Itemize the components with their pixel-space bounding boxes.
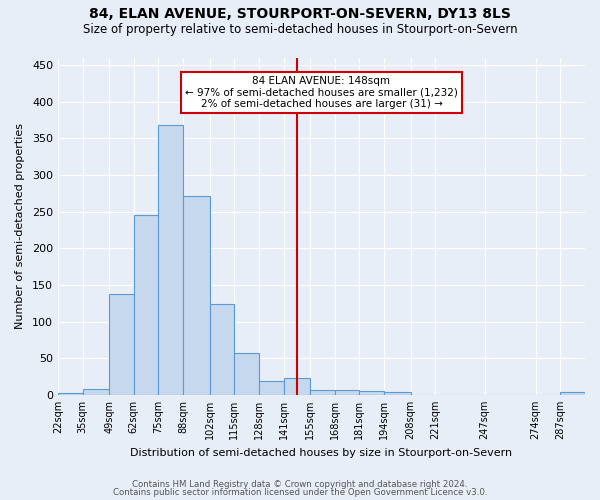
- Bar: [134, 215, 158, 395]
- Y-axis label: Number of semi-detached properties: Number of semi-detached properties: [15, 123, 25, 329]
- X-axis label: Distribution of semi-detached houses by size in Stourport-on-Severn: Distribution of semi-detached houses by …: [130, 448, 512, 458]
- Bar: [284, 378, 310, 395]
- Bar: [83, 389, 109, 395]
- Text: 84 ELAN AVENUE: 148sqm
← 97% of semi-detached houses are smaller (1,232)
2% of s: 84 ELAN AVENUE: 148sqm ← 97% of semi-det…: [185, 76, 458, 110]
- Bar: [359, 390, 384, 395]
- Bar: [384, 392, 410, 395]
- Bar: [234, 353, 259, 395]
- Bar: [560, 392, 585, 395]
- Bar: [158, 125, 183, 395]
- Bar: [335, 390, 359, 395]
- Text: Contains public sector information licensed under the Open Government Licence v3: Contains public sector information licen…: [113, 488, 487, 497]
- Text: Size of property relative to semi-detached houses in Stourport-on-Severn: Size of property relative to semi-detach…: [83, 22, 517, 36]
- Bar: [259, 381, 284, 395]
- Bar: [310, 390, 335, 395]
- Bar: [209, 304, 234, 395]
- Bar: [58, 392, 83, 395]
- Bar: [109, 294, 134, 395]
- Bar: [183, 196, 209, 395]
- Text: 84, ELAN AVENUE, STOURPORT-ON-SEVERN, DY13 8LS: 84, ELAN AVENUE, STOURPORT-ON-SEVERN, DY…: [89, 8, 511, 22]
- Text: Contains HM Land Registry data © Crown copyright and database right 2024.: Contains HM Land Registry data © Crown c…: [132, 480, 468, 489]
